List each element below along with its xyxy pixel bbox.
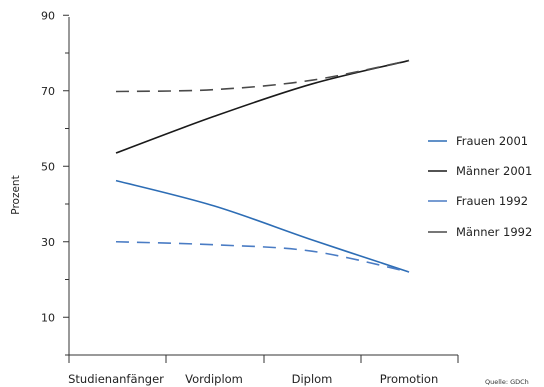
y-tick-label: 30 (41, 236, 55, 249)
source-note: Quelle: GDCh (485, 378, 529, 386)
y-axis-label: Prozent (10, 175, 22, 214)
x-category-label: Studienanfänger (68, 372, 164, 386)
legend-label: Männer 2001 (456, 164, 532, 178)
series-lines (115, 59, 410, 273)
x-category-label: Promotion (380, 372, 439, 386)
series-line (115, 179, 410, 273)
x-category-label: Vordiplom (185, 372, 243, 386)
legend-label: Frauen 2001 (456, 134, 528, 148)
series-line (115, 59, 410, 154)
y-tick-label: 90 (41, 9, 55, 22)
series-line (115, 59, 410, 93)
x-category-label: Diplom (292, 372, 333, 386)
legend: Frauen 2001 Männer 2001 Frauen 1992 Männer … (428, 134, 532, 239)
legend-label: Männer 1992 (456, 225, 532, 239)
y-tick-label: 10 (41, 311, 55, 324)
axes: 10 30 50 70 90 Studienanfänger Vordiplom Diplom… (41, 9, 459, 386)
series-line (115, 240, 410, 273)
legend-label: Frauen 1992 (456, 194, 528, 208)
y-tick-label: 50 (41, 160, 55, 173)
y-tick-label: 70 (41, 85, 55, 98)
